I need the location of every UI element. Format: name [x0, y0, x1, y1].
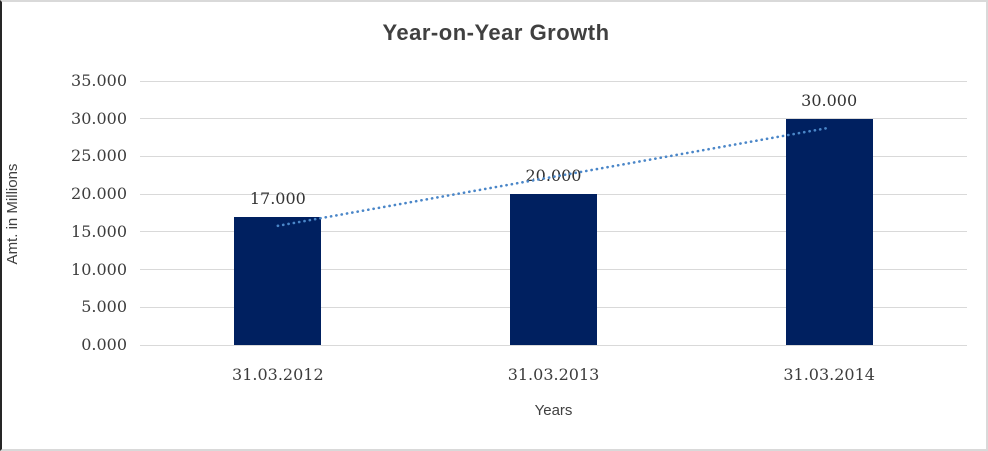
- gridline: [140, 118, 967, 120]
- y-tick-label: 30.000: [71, 108, 127, 128]
- gridline: [140, 344, 967, 346]
- y-tick-label: 0.000: [81, 335, 127, 354]
- y-tick-label: 20.000: [71, 184, 127, 204]
- x-tick-label: 31.03.2014: [783, 365, 875, 384]
- gridline: [140, 80, 967, 82]
- data-label: 30.000: [801, 90, 858, 110]
- bar: [510, 194, 597, 345]
- x-tick-label: 31.03.2013: [507, 365, 600, 384]
- data-label: 17.000: [249, 188, 306, 208]
- x-tick-label: 31.03.2012: [232, 365, 324, 384]
- data-label: 20.000: [525, 166, 582, 186]
- y-tick-label: 35.000: [71, 71, 127, 90]
- y-tick-label: 5.000: [81, 297, 127, 317]
- chart-title: Year-on-Year Growth: [382, 20, 610, 45]
- y-tick-label: 25.000: [71, 146, 127, 166]
- y-tick-label: 10.000: [71, 259, 127, 279]
- bar: [234, 216, 322, 345]
- y-tick-label: 15.000: [71, 221, 127, 241]
- x-axis-title: Years: [534, 402, 573, 419]
- bar: [785, 118, 873, 345]
